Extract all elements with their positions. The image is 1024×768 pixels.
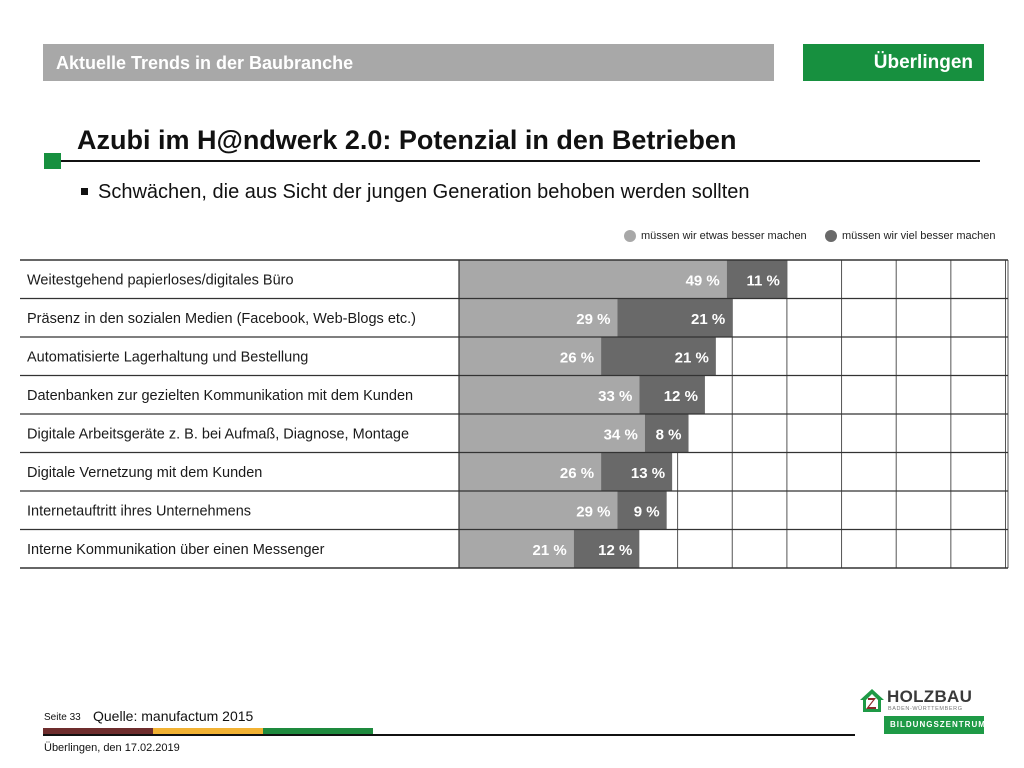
legend-dot-dark <box>825 230 837 243</box>
section-header-bar: Aktuelle Trends in der Baubranche <box>43 44 774 81</box>
bar-segment <box>459 337 602 376</box>
data-label: 34 % <box>604 426 638 443</box>
data-label: 13 % <box>631 465 665 482</box>
data-label: 12 % <box>664 388 698 405</box>
footer-stripe-brown <box>43 728 153 734</box>
house-logo-icon <box>860 689 884 712</box>
logo-region: BADEN-WÜRTTEMBERG <box>888 706 963 712</box>
data-label: 21 % <box>691 311 725 328</box>
data-label: 26 % <box>560 349 594 366</box>
bar-segment <box>459 414 645 453</box>
legend-item-light: müssen wir etwas besser machen <box>624 230 807 243</box>
subtitle: Schwächen, die aus Sicht der jungen Gene… <box>77 181 750 204</box>
bar-segment <box>726 260 787 299</box>
legend-label-dark: müssen wir viel besser machen <box>842 230 996 242</box>
category-label: Automatisierte Lagerhaltung und Bestellu… <box>27 349 308 365</box>
footer-stripe-green <box>263 728 373 734</box>
bar-segment <box>639 375 705 414</box>
bullet-icon <box>81 187 88 195</box>
category-label: Interne Kommunikation über einen Messeng… <box>27 542 325 558</box>
page-title: Azubi im H@ndwerk 2.0: Potenzial in den … <box>77 125 737 155</box>
bar-segment <box>459 260 727 299</box>
category-label: Internetauftritt ihres Unternehmens <box>27 503 251 519</box>
bar-segment <box>459 529 574 568</box>
legend-label-light: müssen wir etwas besser machen <box>641 230 807 242</box>
section-title: Aktuelle Trends in der Baubranche <box>56 53 354 73</box>
legend-item-dark: müssen wir viel besser machen <box>825 230 996 243</box>
logo-name: HOLZBAU <box>887 687 973 706</box>
footer-date: Überlingen, den 17.02.2019 <box>44 742 180 754</box>
data-label: 21 % <box>675 349 709 366</box>
subtitle-text: Schwächen, die aus Sicht der jungen Gene… <box>98 181 750 203</box>
page-number: Seite 33 <box>44 712 81 723</box>
bar-segment <box>459 452 602 491</box>
holzbau-logo: HOLZBAU BADEN-WÜRTTEMBERG BILDUNGSZENTRU… <box>858 684 988 736</box>
data-label: 29 % <box>576 311 610 328</box>
bar-segment <box>459 491 618 530</box>
bar-segment <box>459 298 618 337</box>
chart-legend: müssen wir etwas besser machen müssen wi… <box>620 230 1000 246</box>
data-label: 29 % <box>576 503 610 520</box>
footer-stripe-yellow <box>153 728 263 734</box>
bar-segment <box>601 452 673 491</box>
data-label: 49 % <box>686 272 720 289</box>
source-note: Quelle: manufactum 2015 <box>93 708 254 724</box>
data-label: 9 % <box>634 503 660 520</box>
bar-segment <box>459 375 640 414</box>
bar-segment <box>617 298 733 337</box>
category-label: Weitestgehend papierloses/digitales Büro <box>27 272 294 288</box>
data-label: 33 % <box>598 388 632 405</box>
location-label: Überlingen <box>873 52 973 73</box>
logo-banner-text: BILDUNGSZENTRUM <box>890 720 986 729</box>
category-label: Digitale Arbeitsgeräte z. B. bei Aufmaß,… <box>27 426 409 442</box>
bar-segment <box>601 337 716 376</box>
title-underline <box>61 160 980 162</box>
category-label: Digitale Vernetzung mit dem Kunden <box>27 465 262 481</box>
bar-segment <box>573 529 640 568</box>
data-label: 26 % <box>560 465 594 482</box>
location-badge: Überlingen <box>803 44 984 81</box>
bar-segment <box>644 414 689 453</box>
category-label: Präsenz in den sozialen Medien (Facebook… <box>27 311 416 327</box>
data-label: 8 % <box>656 426 682 443</box>
logo-banner: BILDUNGSZENTRUM <box>884 716 986 734</box>
legend-dot-light <box>624 230 636 243</box>
bar-segment <box>617 491 667 530</box>
footer-rule <box>43 734 855 736</box>
data-label: 12 % <box>598 542 632 559</box>
data-label: 11 % <box>747 272 780 289</box>
title-marker-square <box>44 153 61 169</box>
data-label: 21 % <box>533 542 567 559</box>
category-label: Datenbanken zur gezielten Kommunikation … <box>27 388 413 404</box>
